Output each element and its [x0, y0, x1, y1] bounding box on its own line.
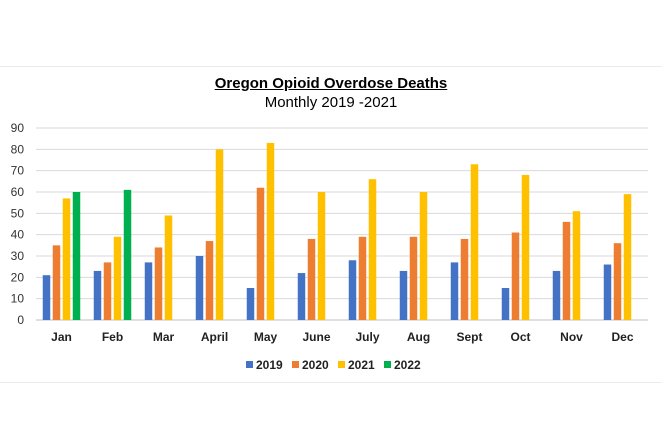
x-tick-label: April: [201, 330, 228, 344]
bar-2021-dec: [623, 194, 632, 320]
bar-2021-july: [368, 179, 377, 320]
bar-2021-nov: [572, 211, 581, 320]
bar-2020-mar: [154, 247, 163, 320]
bar-2022-jan: [72, 192, 81, 320]
bar-2021-may: [266, 142, 275, 320]
x-tick-label: Mar: [153, 330, 175, 344]
bar-2021-aug: [419, 192, 428, 320]
bar-2020-oct: [511, 232, 520, 320]
y-tick-label: 90: [11, 121, 25, 135]
x-tick-label: Jan: [51, 330, 72, 344]
bar-2019-april: [195, 256, 204, 320]
bars: [42, 142, 632, 320]
bar-2020-june: [307, 238, 316, 320]
bar-2019-oct: [501, 288, 510, 320]
bar-2019-may: [246, 288, 255, 320]
bar-2021-feb: [113, 236, 122, 320]
y-tick-label: 30: [11, 249, 25, 263]
legend-label: 2019: [256, 358, 283, 372]
bar-2021-mar: [164, 215, 173, 320]
bar-2021-oct: [521, 174, 530, 320]
y-tick-label: 70: [11, 164, 25, 178]
bar-2019-sept: [450, 262, 459, 320]
x-tick-label: Feb: [102, 330, 123, 344]
y-tick-label: 10: [11, 292, 25, 306]
legend-label: 2022: [394, 358, 421, 372]
x-tick-label: Dec: [611, 330, 633, 344]
bar-2020-aug: [409, 236, 418, 320]
bar-2021-jan: [62, 198, 71, 320]
legend-swatch-2022: [384, 361, 391, 368]
bar-2019-mar: [144, 262, 153, 320]
y-tick-label: 60: [11, 185, 25, 199]
chart-title: Oregon Opioid Overdose Deaths: [214, 75, 448, 92]
legend-label: 2020: [302, 358, 329, 372]
legend-swatch-2020: [292, 361, 299, 368]
bar-2019-aug: [399, 270, 408, 320]
bar-2019-dec: [603, 264, 612, 320]
x-tick-label: Aug: [407, 330, 430, 344]
bar-2021-sept: [470, 164, 479, 320]
x-axis-ticks: Jan Feb Mar April May June July Aug Sept Oct Nov De…: [51, 330, 634, 344]
bar-2020-july: [358, 236, 367, 320]
legend-swatch-2019: [246, 361, 253, 368]
y-tick-label: 0: [17, 313, 24, 327]
legend: 2019 2020 2021 2022: [246, 358, 421, 372]
y-axis-ticks: 0 10 20 30 40 50 60 70 80 90: [11, 121, 25, 327]
legend-swatch-2021: [338, 361, 345, 368]
bar-2019-feb: [93, 270, 102, 320]
x-tick-label: Sept: [456, 330, 482, 344]
y-tick-label: 80: [11, 142, 25, 156]
chart-subtitle: Monthly 2019 -2021: [264, 94, 398, 111]
bar-2022-feb: [123, 189, 132, 320]
chart-background: [0, 66, 662, 383]
y-tick-label: 50: [11, 206, 25, 220]
x-tick-label: May: [254, 330, 278, 344]
gridlines: [36, 127, 648, 321]
x-tick-label: Oct: [510, 330, 530, 344]
x-tick-label: June: [302, 330, 330, 344]
x-tick-label: Nov: [560, 330, 583, 344]
bar-2020-feb: [103, 262, 112, 320]
bar-2019-june: [297, 273, 306, 320]
bar-2019-nov: [552, 270, 561, 320]
bar-2020-april: [205, 241, 214, 320]
bar-2020-jan: [52, 245, 61, 320]
bar-2020-nov: [562, 221, 571, 320]
chart-title-block: Oregon Opioid Overdose Deaths Monthly 20…: [0, 74, 662, 113]
y-tick-label: 40: [11, 228, 25, 242]
x-tick-label: July: [355, 330, 379, 344]
bar-2020-may: [256, 187, 265, 320]
bar-2021-june: [317, 192, 326, 320]
bar-2020-dec: [613, 243, 622, 320]
bar-2020-sept: [460, 238, 469, 320]
legend-label: 2021: [348, 358, 375, 372]
bar-2019-jan: [42, 275, 51, 320]
bar-2021-april: [215, 149, 224, 320]
bar-2019-july: [348, 260, 357, 320]
y-tick-label: 20: [11, 270, 25, 284]
